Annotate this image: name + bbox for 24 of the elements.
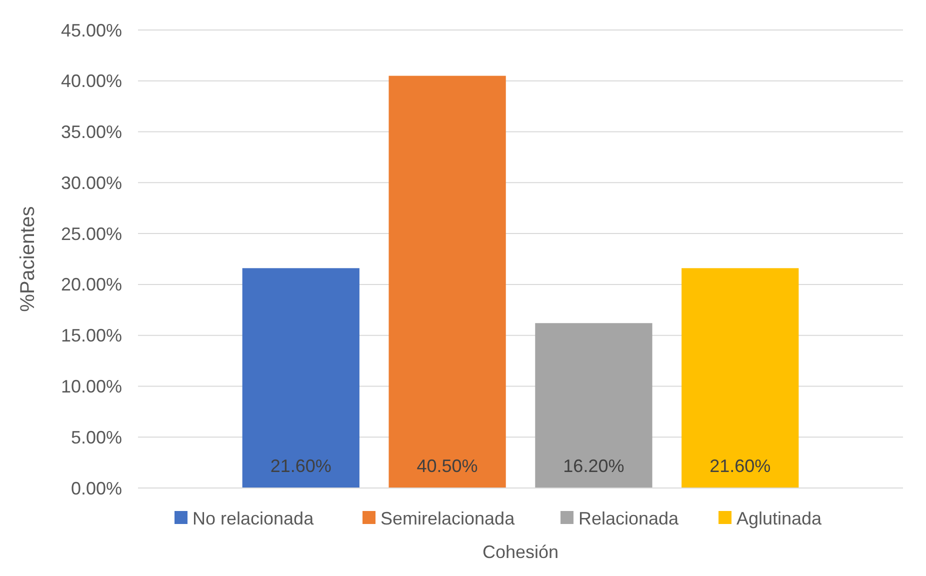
- y-tick-label: 40.00%: [60, 71, 122, 92]
- data-label: 21.60%: [710, 456, 771, 476]
- y-tick-label: 15.00%: [60, 326, 122, 346]
- bar: [535, 323, 652, 488]
- y-tick-label: 45.00%: [60, 20, 122, 40]
- legend-label: Aglutinada: [736, 508, 823, 528]
- data-label: 21.60%: [270, 456, 332, 476]
- y-tick-label: 0.00%: [70, 478, 122, 498]
- bar: [388, 76, 506, 488]
- legend-label: Relacionada: [578, 508, 680, 528]
- bar: [682, 268, 799, 488]
- y-tick-label: 10.00%: [60, 376, 122, 397]
- data-label: 40.50%: [416, 456, 478, 476]
- legend-label: No relacionada: [192, 508, 315, 528]
- y-tick-label: 25.00%: [60, 224, 122, 244]
- legend-label: Semirelacionada: [380, 508, 516, 528]
- x-axis-title: Cohesión: [482, 542, 559, 562]
- y-tick-label: 35.00%: [60, 122, 122, 142]
- y-tick-label: 5.00%: [70, 427, 122, 448]
- y-tick-label: 30.00%: [60, 172, 122, 193]
- bar: [242, 268, 360, 488]
- y-tick-label: 20.00%: [60, 274, 122, 295]
- y-axis-title: %Pacientes: [17, 206, 39, 312]
- data-label: 16.20%: [563, 456, 624, 476]
